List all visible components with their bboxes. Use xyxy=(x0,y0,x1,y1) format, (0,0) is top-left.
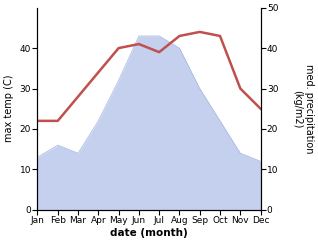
Y-axis label: max temp (C): max temp (C) xyxy=(4,75,14,143)
Y-axis label: med. precipitation
(kg/m2): med. precipitation (kg/m2) xyxy=(292,64,314,153)
X-axis label: date (month): date (month) xyxy=(110,228,188,238)
